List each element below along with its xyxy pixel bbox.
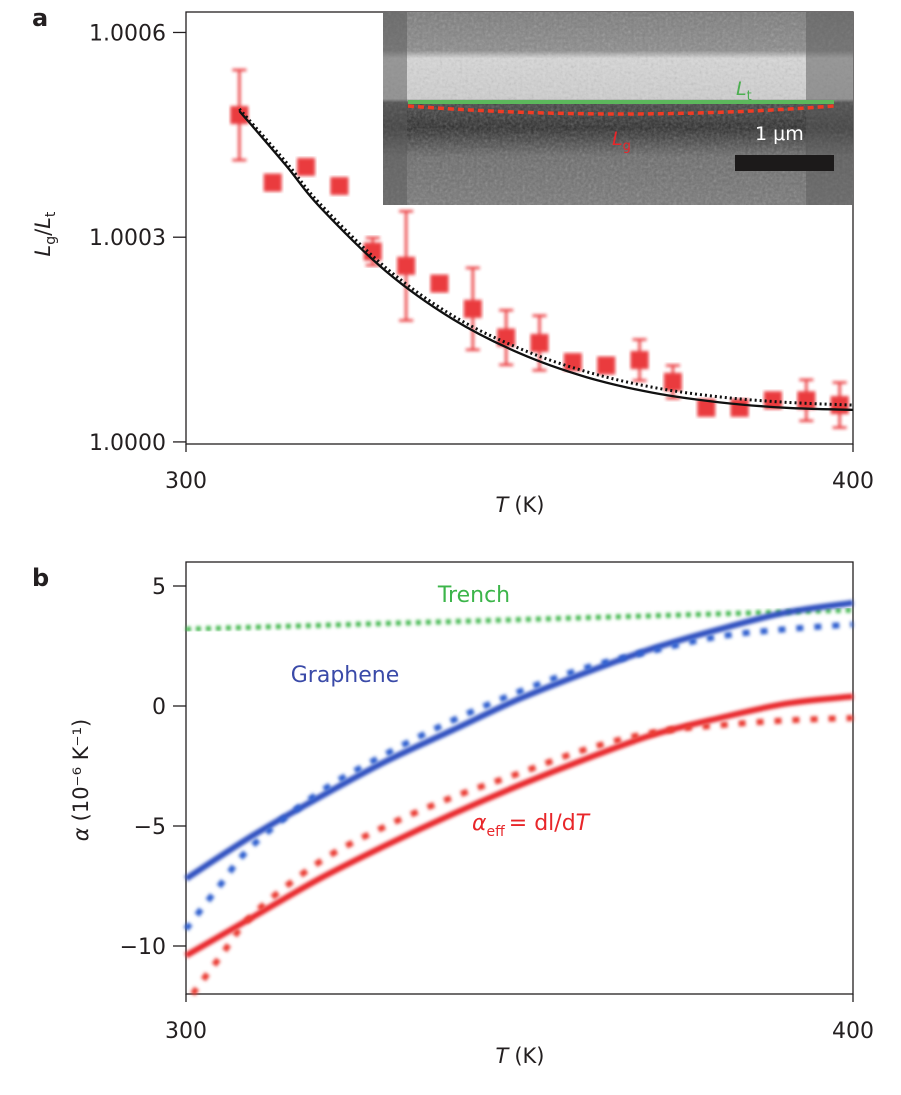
panel-b-series <box>183 599 854 996</box>
data-point <box>330 177 349 196</box>
data-point <box>297 157 316 176</box>
y-tick-label: 1.0006 <box>89 21 166 46</box>
data-marker <box>430 274 449 293</box>
data-point <box>263 173 282 192</box>
y-tick-label: 1.0000 <box>89 431 166 456</box>
panel-a-plot: 1.0000 1.0003 1.0006 300 400 Lt Lg 1 μm T (K)… <box>31 11 874 517</box>
data-marker <box>230 106 249 125</box>
data-marker <box>730 398 749 417</box>
data-point <box>497 308 516 367</box>
data-point <box>597 356 616 375</box>
series-line-solid <box>184 599 854 882</box>
series-line-solid <box>184 693 854 959</box>
panel-b-ticks: 5 0 −5 −10 300 400 <box>120 575 874 1044</box>
data-point <box>697 398 716 417</box>
sem-inset: Lt Lg 1 μm <box>383 12 853 205</box>
y-tick-label: −10 <box>120 935 166 960</box>
data-marker <box>463 299 482 318</box>
data-marker <box>630 351 649 370</box>
data-marker <box>597 356 616 375</box>
data-point <box>730 398 749 417</box>
data-marker <box>663 372 682 391</box>
panel-a-xlabel: T (K) <box>496 493 545 517</box>
y-tick-label: 5 <box>152 575 166 600</box>
data-point <box>630 338 649 382</box>
data-point <box>797 378 816 423</box>
panel-b-plot: 5 0 −5 −10 300 400 Trench Graphene αeff = dl/d… <box>69 561 874 1068</box>
data-marker <box>497 328 516 347</box>
data-marker <box>397 256 416 275</box>
graphene-annotation: Graphene <box>291 663 400 688</box>
lt-label: Lt <box>736 78 752 104</box>
graphene-length-line <box>407 104 835 116</box>
x-tick-label: 400 <box>832 1019 874 1044</box>
panel-b-xlabel: T (K) <box>496 1044 545 1068</box>
panel-a-ticks: 1.0000 1.0003 1.0006 300 400 <box>89 21 874 494</box>
data-marker <box>330 177 349 196</box>
x-tick-label: 300 <box>165 1019 207 1044</box>
panel-a-fit-lines <box>238 107 854 412</box>
panel-a-label: a <box>32 4 48 32</box>
data-point <box>397 210 416 322</box>
data-marker <box>530 333 549 352</box>
data-marker <box>797 391 816 410</box>
lg-label: Lg <box>612 128 631 154</box>
x-tick-label: 300 <box>165 469 207 494</box>
fit-line-solid <box>238 110 854 412</box>
sem-right-wall <box>806 12 853 205</box>
data-point <box>463 266 482 352</box>
series-line-dashed <box>183 621 854 932</box>
data-point <box>430 274 449 293</box>
panel-a-ylabel: Lg/Lt <box>31 211 59 256</box>
trench-annotation: Trench <box>437 583 510 608</box>
fit-line-dotted <box>238 107 854 407</box>
panel-b-axes-frame <box>185 561 854 995</box>
alpha-eff-annotation: αeff = dl/dT <box>472 811 591 840</box>
data-point <box>230 68 249 162</box>
panel-b-ylabel: α(10⁻⁶ K⁻¹) <box>69 719 93 841</box>
panel-a-data-points <box>230 68 849 429</box>
data-point <box>763 391 782 410</box>
scale-bar <box>735 155 834 171</box>
x-tick-label: 400 <box>832 469 874 494</box>
y-tick-label: 1.0003 <box>89 226 166 251</box>
data-point <box>663 364 682 400</box>
y-tick-label: −5 <box>134 815 166 840</box>
data-marker <box>297 157 316 176</box>
panel-b-label: b <box>32 564 49 592</box>
y-tick-label: 0 <box>152 695 166 720</box>
data-marker <box>263 173 282 192</box>
series-line-dashed <box>190 715 854 996</box>
scale-bar-label: 1 μm <box>755 123 804 145</box>
data-marker <box>763 391 782 410</box>
sem-left-wall <box>383 12 407 205</box>
data-marker <box>697 398 716 417</box>
